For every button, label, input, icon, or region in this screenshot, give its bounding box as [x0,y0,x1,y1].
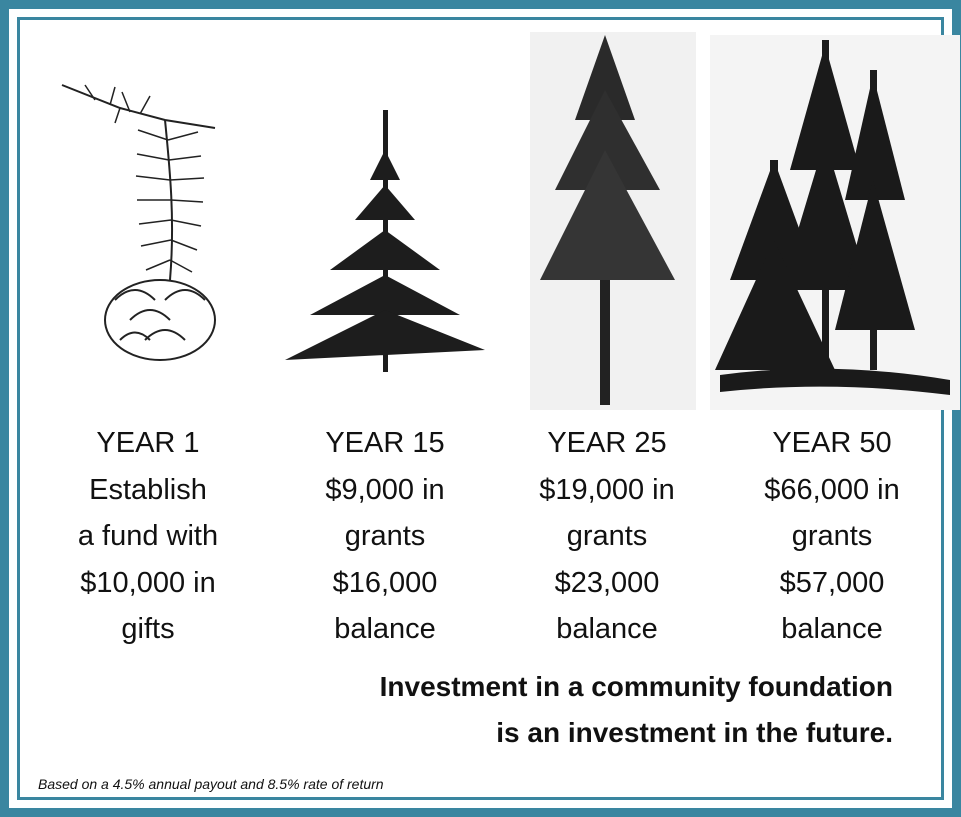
stage-text: Establish [33,467,263,514]
stage-text: gifts [33,606,263,653]
stage-text: grants [270,513,500,560]
stage-text: balance [492,606,722,653]
tall-tree [530,32,696,410]
footnote: Based on a 4.5% annual payout and 8.5% r… [38,776,384,792]
stage-text: $23,000 [492,560,722,607]
stage-year: YEAR 1 [33,420,263,467]
stage-year: YEAR 25 [492,420,722,467]
stage-text: grants [717,513,947,560]
stage-text: a fund with [33,513,263,560]
stage-text: balance [270,606,500,653]
stage-year: YEAR 50 [717,420,947,467]
branch-with-cone [62,85,215,360]
tagline: Investment in a community foundation is … [380,664,893,756]
tagline-line: is an investment in the future. [380,710,893,756]
stage-text: $10,000 in [33,560,263,607]
stage-text: $9,000 in [270,467,500,514]
stage-text: $16,000 [270,560,500,607]
stage-text: balance [717,606,947,653]
small-spruce [285,110,485,372]
stage-text: $19,000 in [492,467,722,514]
stage-year: YEAR 15 [270,420,500,467]
stage-text: grants [492,513,722,560]
stage-text: $57,000 [717,560,947,607]
stage-text: $66,000 in [717,467,947,514]
page: {"columns": [ {"lines": ["YEAR 1", "Esta… [0,0,961,817]
tagline-line: Investment in a community foundation [380,664,893,710]
three-trees [710,35,960,410]
